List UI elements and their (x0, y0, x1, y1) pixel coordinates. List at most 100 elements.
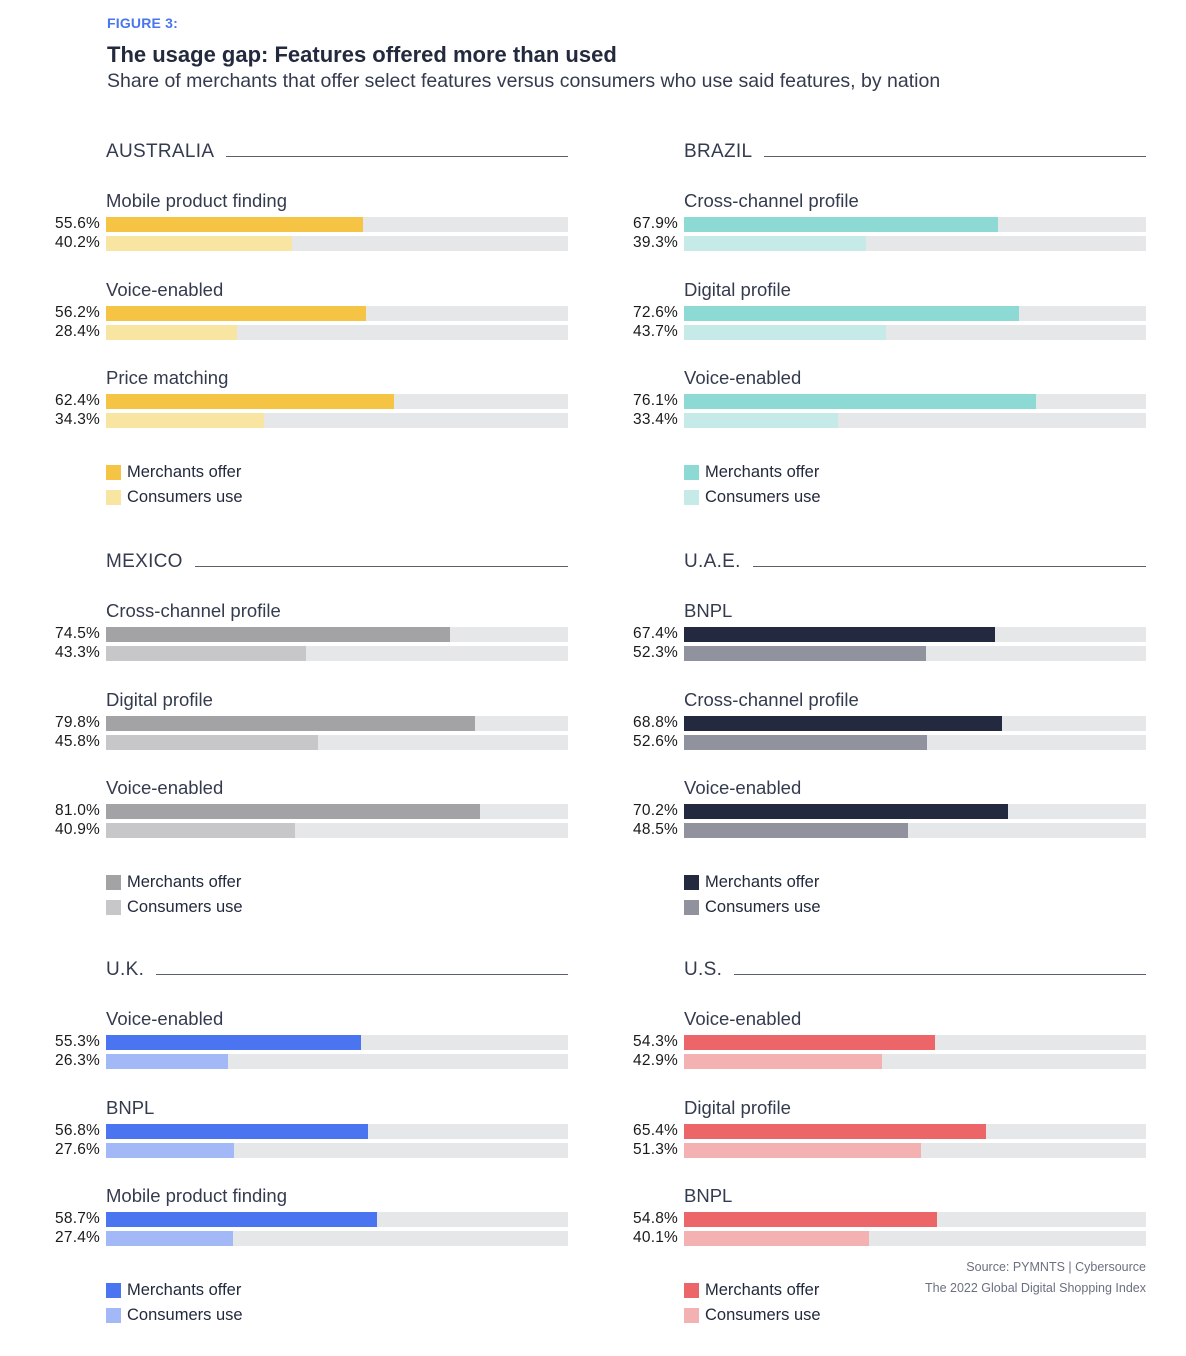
legend-item-offer: Merchants offer (684, 460, 821, 485)
bar-track (106, 413, 568, 428)
header-rule (226, 155, 568, 157)
bar-track (106, 1231, 568, 1246)
offer-bar-row: 67.9% (608, 215, 1148, 233)
offer-bar-row: 55.6% (30, 215, 570, 233)
feature-group: Cross-channel profile 74.5% 43.3% (30, 600, 570, 670)
legend-label: Merchants offer (127, 873, 242, 891)
offer-bar-row: 76.1% (608, 392, 1148, 410)
feature-group: Cross-channel profile 68.8% 52.6% (608, 689, 1148, 759)
offer-bar (684, 1212, 938, 1227)
bar-track (684, 394, 1146, 409)
offer-bar (684, 305, 1020, 321)
legend-swatch (684, 1308, 699, 1323)
panel-header: BRAZIL (684, 140, 1146, 164)
chart-title: The usage gap: Features offered more tha… (107, 42, 617, 67)
bar-track (684, 217, 1146, 232)
legend-item-use: Consumers use (106, 895, 243, 920)
bar-track (684, 627, 1146, 642)
offer-value-label: 67.9% (633, 215, 678, 232)
country-name: U.S. (684, 959, 723, 980)
offer-value-label: 72.6% (633, 303, 678, 321)
offer-bar (684, 217, 998, 232)
legend-swatch (684, 875, 699, 890)
offer-bar (684, 394, 1036, 409)
use-bar-row: 26.3% (30, 1052, 570, 1070)
bar-track (684, 1054, 1146, 1069)
panel-header: U.K. (106, 958, 568, 982)
use-bar (684, 646, 926, 661)
offer-bar (106, 217, 363, 232)
offer-value-label: 54.3% (633, 1033, 678, 1050)
country-name: U.K. (106, 959, 145, 980)
offer-bar (684, 1123, 987, 1139)
legend-swatch (684, 900, 699, 915)
use-bar (684, 823, 909, 838)
bar-track (684, 236, 1146, 251)
use-value-label: 40.9% (55, 821, 100, 838)
feature-group: Cross-channel profile 67.9% 39.3% (608, 190, 1148, 260)
country-panel: MEXICO Cross-channel profile 74.5% 43.3% Dig… (30, 550, 570, 940)
panel-header: U.A.E. (684, 550, 1146, 574)
offer-value-label: 54.8% (633, 1210, 678, 1227)
use-bar-row: 43.3% (30, 644, 570, 662)
use-bar (684, 413, 839, 428)
bar-track (106, 627, 568, 642)
offer-bar-row: 62.4% (30, 392, 570, 410)
offer-bar-row: 68.8% (608, 713, 1148, 732)
offer-bar (106, 715, 475, 731)
legend-label: Consumers use (127, 488, 243, 506)
feature-label: Voice-enabled (106, 777, 224, 798)
legend: Merchants offer Consumers use (684, 1278, 821, 1328)
use-bar-row: 28.4% (30, 323, 570, 341)
feature-group: Price matching 62.4% 34.3% (30, 367, 570, 437)
legend-item-offer: Merchants offer (106, 460, 243, 485)
feature-group: BNPL 54.8% 40.1% (608, 1185, 1148, 1255)
header-rule (752, 565, 1146, 567)
feature-group: Voice-enabled 70.2% 48.5% (608, 777, 1148, 847)
use-bar-row: 39.3% (608, 234, 1148, 252)
legend-item-use: Consumers use (106, 1303, 243, 1328)
use-bar-row: 43.7% (608, 322, 1148, 341)
use-bar-row: 40.2% (30, 234, 570, 252)
offer-value-label: 68.8% (633, 713, 678, 731)
legend-item-offer: Merchants offer (684, 1278, 821, 1303)
legend: Merchants offer Consumers use (106, 870, 243, 920)
offer-bar-row: 65.4% (608, 1121, 1148, 1140)
legend-item-use: Consumers use (684, 895, 821, 920)
header-rule (734, 973, 1146, 975)
legend-item-offer: Merchants offer (106, 870, 243, 895)
feature-group: Mobile product finding 58.7% 27.4% (30, 1185, 570, 1255)
use-value-label: 43.7% (633, 322, 678, 340)
legend-item-use: Consumers use (684, 485, 821, 510)
use-bar-row: 42.9% (608, 1052, 1148, 1070)
use-value-label: 51.3% (633, 1140, 678, 1158)
bar-track (106, 1035, 568, 1050)
source-note: Source: PYMNTS | Cybersource The 2022 Gl… (925, 1257, 1146, 1299)
country-panel: U.A.E. BNPL 67.4% 52.3% Cross-channel profil… (608, 550, 1148, 940)
country-name: BRAZIL (684, 141, 753, 162)
feature-group: Voice-enabled 81.0% 40.9% (30, 777, 570, 847)
bar-track (106, 217, 568, 232)
offer-value-label: 70.2% (633, 802, 678, 819)
offer-value-label: 67.4% (633, 625, 678, 642)
offer-bar (106, 627, 451, 642)
feature-group: Voice-enabled 55.3% 26.3% (30, 1008, 570, 1078)
offer-bar-row: 70.2% (608, 802, 1148, 820)
use-bar-row: 27.6% (30, 1140, 570, 1159)
use-bar (106, 1231, 233, 1246)
use-bar (684, 1142, 921, 1158)
legend-swatch (106, 875, 121, 890)
legend-label: Consumers use (705, 898, 821, 916)
header-rule (156, 973, 568, 975)
offer-bar (684, 804, 1009, 819)
country-name: U.A.E. (684, 551, 741, 572)
bar-track (684, 1142, 1146, 1158)
legend-label: Consumers use (705, 488, 821, 506)
offer-value-label: 56.8% (55, 1121, 100, 1139)
use-bar (684, 324, 886, 340)
use-value-label: 27.6% (55, 1140, 100, 1158)
offer-value-label: 65.4% (633, 1121, 678, 1139)
bar-track (684, 715, 1146, 731)
offer-bar (684, 627, 996, 642)
use-bar-row: 52.6% (608, 733, 1148, 751)
